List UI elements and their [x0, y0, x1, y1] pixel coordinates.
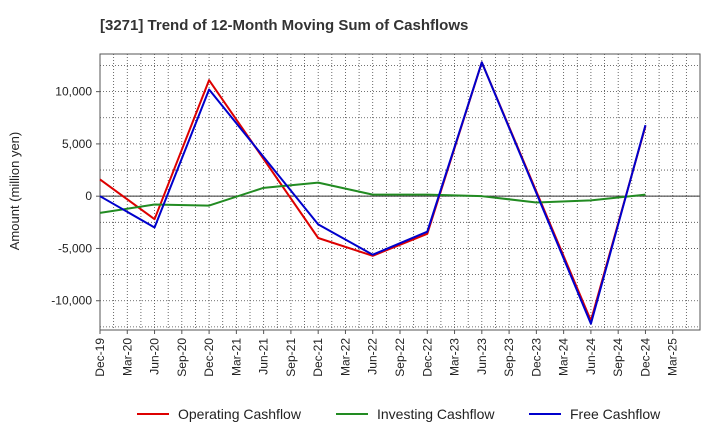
x-tick-label: Dec-20	[202, 338, 216, 377]
y-tick-label: 5,000	[62, 137, 92, 151]
series-lines	[99, 61, 647, 325]
axes	[96, 53, 701, 334]
legend-label: Investing Cashflow	[377, 406, 495, 422]
x-tick-label: Mar-23	[448, 338, 462, 376]
x-tick-label: Jun-24	[584, 338, 598, 375]
x-tick-label: Mar-24	[557, 338, 571, 376]
x-tick-label: Mar-25	[666, 338, 680, 376]
x-tick-label: Sep-23	[502, 338, 516, 377]
x-tick-label: Sep-20	[175, 338, 189, 377]
series-line	[99, 61, 647, 322]
grid	[99, 54, 701, 330]
x-tick-label: Mar-20	[120, 338, 134, 376]
x-tick-label: Mar-22	[338, 338, 352, 376]
x-tick-label: Sep-22	[393, 338, 407, 377]
x-tick-label: Dec-24	[638, 338, 652, 377]
y-tick-label: -10,000	[51, 294, 92, 308]
x-tick-label: Sep-21	[284, 338, 298, 377]
x-tick-label: Dec-19	[93, 338, 107, 377]
chart-title: [3271] Trend of 12-Month Moving Sum of C…	[100, 17, 468, 34]
x-tick-label: Mar-21	[229, 338, 243, 376]
x-tick-label: Jun-23	[475, 338, 489, 375]
x-tick-label: Jun-20	[148, 338, 162, 375]
legend-label: Free Cashflow	[570, 406, 661, 422]
x-tick-label: Dec-21	[311, 338, 325, 377]
x-tick-label: Sep-24	[611, 338, 625, 377]
x-tick-label: Jun-21	[257, 338, 271, 375]
y-tick-label: 10,000	[55, 85, 92, 99]
series-line	[99, 181, 646, 214]
x-tick-label: Dec-23	[529, 338, 543, 377]
y-axis-label: Amount (million yen)	[7, 132, 22, 251]
legend: Operating Cashflow Investing Cashflow Free…	[137, 406, 661, 422]
x-tick-label: Dec-22	[420, 338, 434, 377]
tick-labels: -10,000 -5,000 0 5,000 10,000 Dec-19 Mar-20 Jun…	[51, 85, 679, 377]
y-tick-label: 0	[85, 189, 92, 203]
legend-label: Operating Cashflow	[178, 406, 302, 422]
series-line	[99, 61, 647, 325]
y-tick-label: -5,000	[58, 241, 92, 255]
x-tick-label: Jun-22	[366, 338, 380, 375]
